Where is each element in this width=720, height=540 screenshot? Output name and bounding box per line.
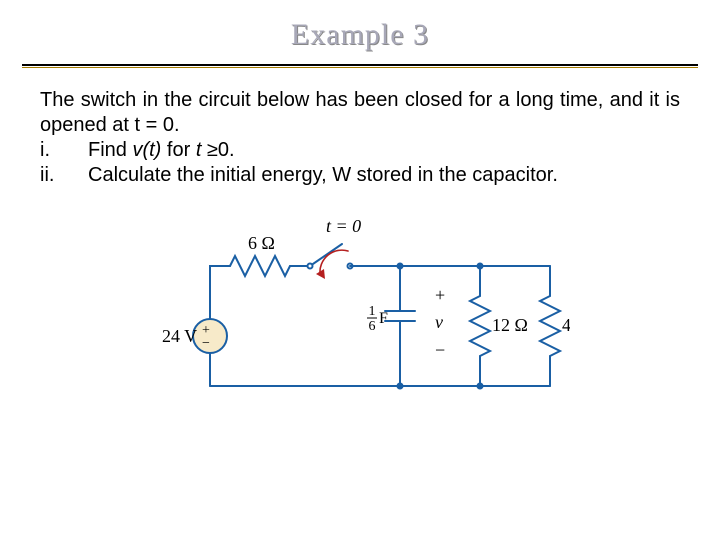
problem-subitems: i. Find v(t) for t ≥0. ii. Calculate the… xyxy=(40,138,680,188)
problem-statement: The switch in the circuit below has been… xyxy=(0,68,720,198)
label-r3: 4 Ω xyxy=(562,315,570,335)
subitem-1: i. Find v(t) for t ≥0. xyxy=(40,138,680,163)
label-r1: 6 Ω xyxy=(248,233,275,253)
subitem-1-num: i. xyxy=(40,138,88,163)
cap-unit: F xyxy=(379,310,388,327)
label-r2: 12 Ω xyxy=(492,315,528,335)
cap-frac-den: 6 xyxy=(369,319,376,334)
title-rule-1 xyxy=(22,64,698,66)
subitem-2: ii. Calculate the initial energy, W stor… xyxy=(40,163,680,188)
v-minus: − xyxy=(435,340,445,360)
source-minus: − xyxy=(202,336,210,351)
cap-frac-num: 1 xyxy=(369,304,376,319)
label-switch-time: t = 0 xyxy=(326,216,361,236)
circuit-diagram: 24 V + − 6 Ω t = 0 1 6 F + v − 12 Ω 4 Ω xyxy=(150,216,570,426)
label-voltage: 24 V xyxy=(162,326,197,346)
problem-intro: The switch in the circuit below has been… xyxy=(40,88,680,138)
page-title: Example 3 xyxy=(0,0,720,52)
subitem-2-text: Calculate the initial energy, W stored i… xyxy=(88,163,558,188)
subitem-1-text: Find v(t) for t ≥0. xyxy=(88,138,235,163)
subitem-2-num: ii. xyxy=(40,163,88,188)
v-plus: + xyxy=(435,285,445,305)
v-label: v xyxy=(435,312,443,332)
